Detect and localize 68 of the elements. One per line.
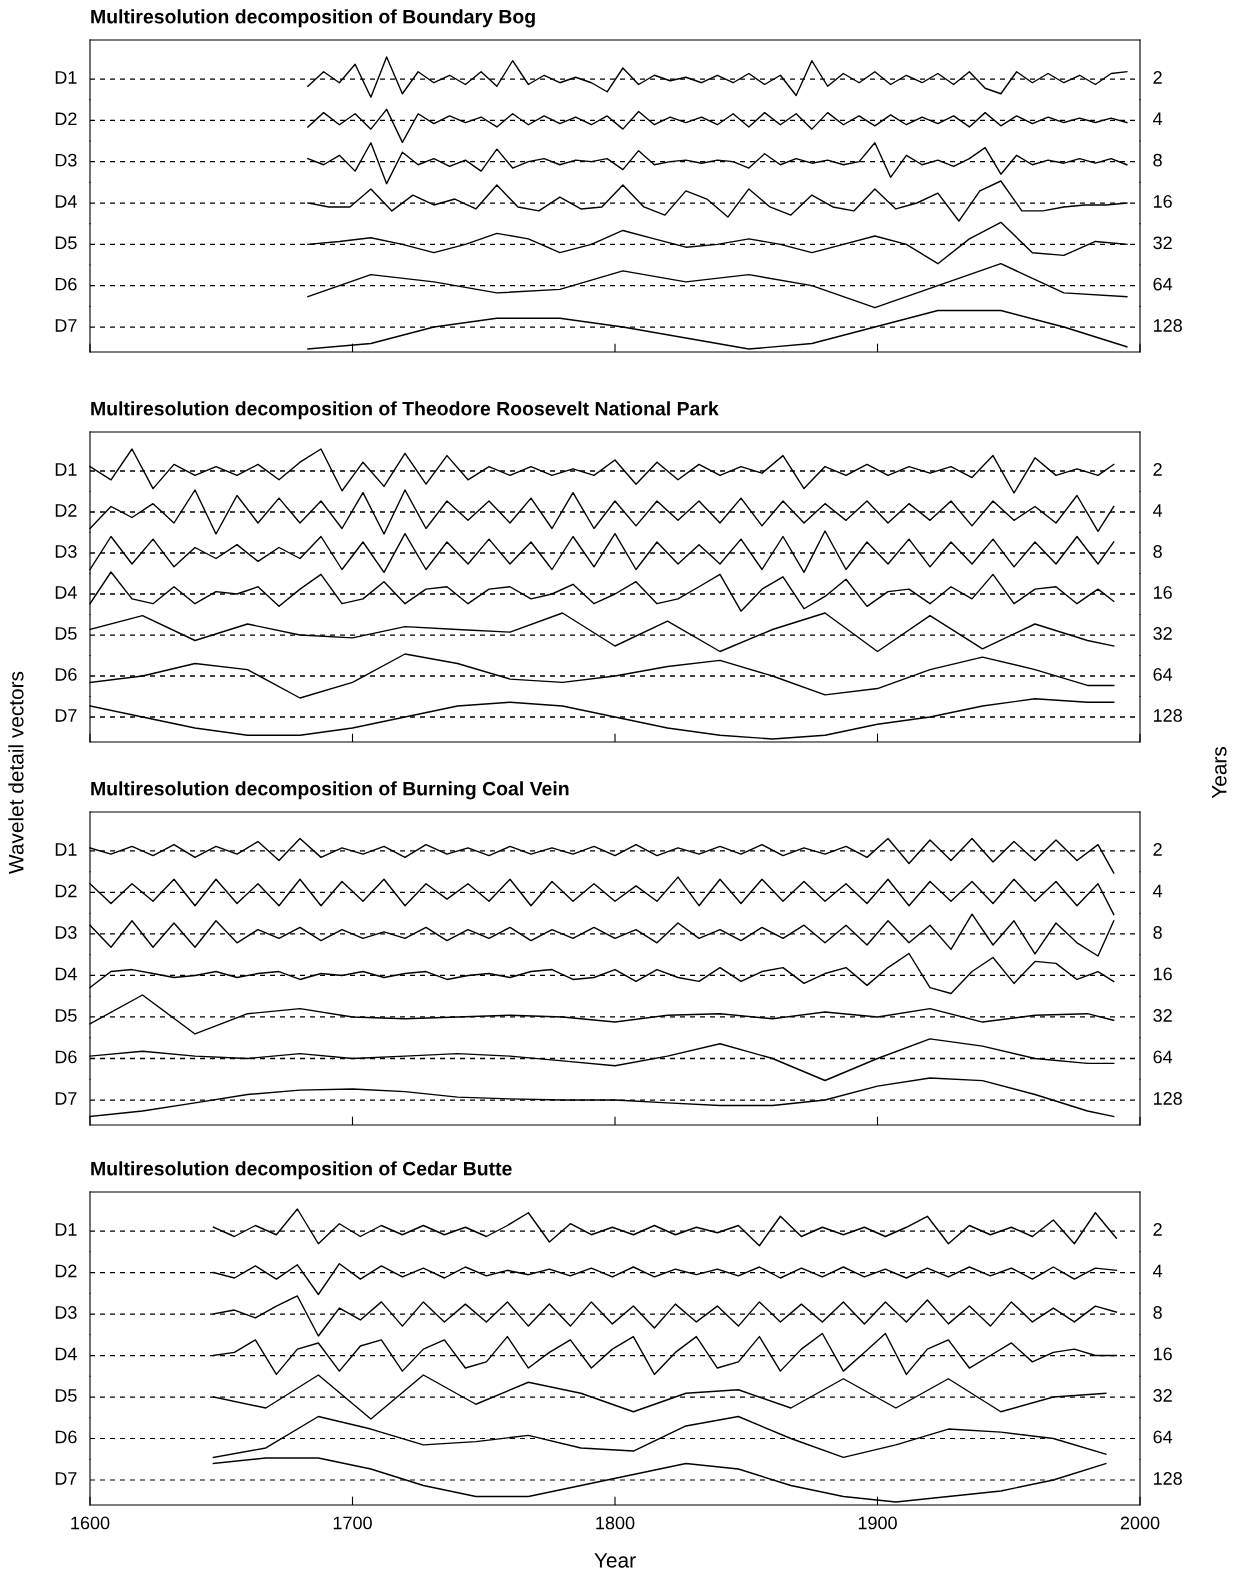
y2-axis-title: 16 [1153, 1347, 1172, 1361]
y2-axis-title: 4 [1153, 1264, 1163, 1278]
y-axis-title: D3 [55, 545, 77, 558]
text: Wavelet detail vectors [8, 671, 24, 874]
y-axis-title: D1 [55, 463, 77, 476]
y2-axis-title: 64 [1153, 668, 1173, 681]
y2-axis-title: 64 [1153, 277, 1173, 291]
y-axis-title: D3 [55, 1306, 77, 1319]
y2-axis-title: 32 [1153, 627, 1172, 640]
y-axis-title: D2 [55, 1264, 77, 1278]
y-axis-title: D1 [55, 71, 77, 84]
y-axis-title: D1 [55, 843, 77, 856]
y-axis-title: D4 [55, 1347, 77, 1361]
x-tick-label: 1900 [858, 1516, 897, 1530]
y-axis-title: D1 [55, 1223, 77, 1236]
y-axis-title: D4 [55, 586, 77, 599]
y2-axis-title: 2 [1153, 463, 1162, 476]
y2-axis-title: 16 [1153, 195, 1172, 208]
x-tick-label: 1700 [333, 1516, 372, 1530]
y2-axis-title: 2 [1153, 843, 1162, 856]
y2-axis-title: 32 [1153, 1389, 1172, 1402]
y2-axis-title: 16 [1153, 967, 1172, 981]
y-axis-title: D6 [55, 1050, 77, 1064]
y-axis-title: D3 [55, 153, 77, 167]
y2-axis-title: 4 [1153, 884, 1163, 898]
y-axis-title: D6 [55, 277, 77, 291]
y-axis-title: D2 [55, 112, 77, 125]
y2-axis-title: 64 [1153, 1430, 1173, 1444]
y-axis-title: D2 [55, 884, 77, 898]
y2-axis-title: 16 [1153, 586, 1172, 599]
chart-title: Multiresolution decomposition of Burning Coal Vein [91, 781, 569, 800]
x-tick-label: 1600 [71, 1516, 110, 1530]
chart-title: Multiresolution decomposition of Boundary Bog [91, 9, 535, 28]
y2-axis-title: 8 [1153, 1306, 1162, 1319]
y2-axis-title: 32 [1153, 1009, 1172, 1022]
y-axis-title: D5 [55, 236, 77, 250]
y-axis-title: D2 [55, 504, 77, 517]
y-axis-title: D6 [55, 1430, 77, 1444]
x-tick-label: 2000 [1120, 1516, 1160, 1530]
y2-axis-title: 8 [1153, 926, 1162, 939]
y2-axis-title: 128 [1153, 319, 1182, 332]
y-axis-title: D5 [55, 1009, 77, 1022]
text: Years [1212, 746, 1227, 799]
y2-axis-title: 64 [1153, 1050, 1173, 1064]
y-axis-title: D4 [55, 967, 77, 981]
y2-axis-title: 128 [1153, 1472, 1182, 1485]
y-axis-title: D7 [55, 319, 77, 332]
y2-axis-title: 8 [1153, 153, 1162, 167]
y-axis-title: D5 [55, 627, 77, 640]
y2-axis-title: 32 [1153, 236, 1172, 250]
y2-axis-title: 2 [1153, 1223, 1162, 1236]
y-axis-title: D7 [55, 709, 77, 722]
y2-axis-title: 2 [1153, 71, 1162, 84]
y2-axis-title: 128 [1153, 709, 1182, 722]
chart-title: Multiresolution decomposition of Theodore Roosevelt National Park [91, 401, 719, 420]
y-axis-title: D4 [55, 195, 77, 208]
chart-title: Multiresolution decomposition of Cedar Butte [91, 1161, 512, 1180]
y2-axis-title: 4 [1153, 504, 1163, 517]
y-axis-title: D7 [55, 1472, 77, 1485]
x-axis-title: Year [594, 1553, 636, 1568]
y2-axis-title: 128 [1153, 1092, 1182, 1105]
y-axis-title: D6 [55, 668, 77, 681]
x-tick-label: 1800 [596, 1516, 635, 1530]
y-axis-title: D7 [55, 1092, 77, 1105]
y2-axis-title: 4 [1153, 112, 1163, 125]
y-axis-title: D3 [55, 926, 77, 939]
y-axis-title: D5 [55, 1389, 77, 1402]
y2-axis-title: 8 [1153, 545, 1162, 558]
